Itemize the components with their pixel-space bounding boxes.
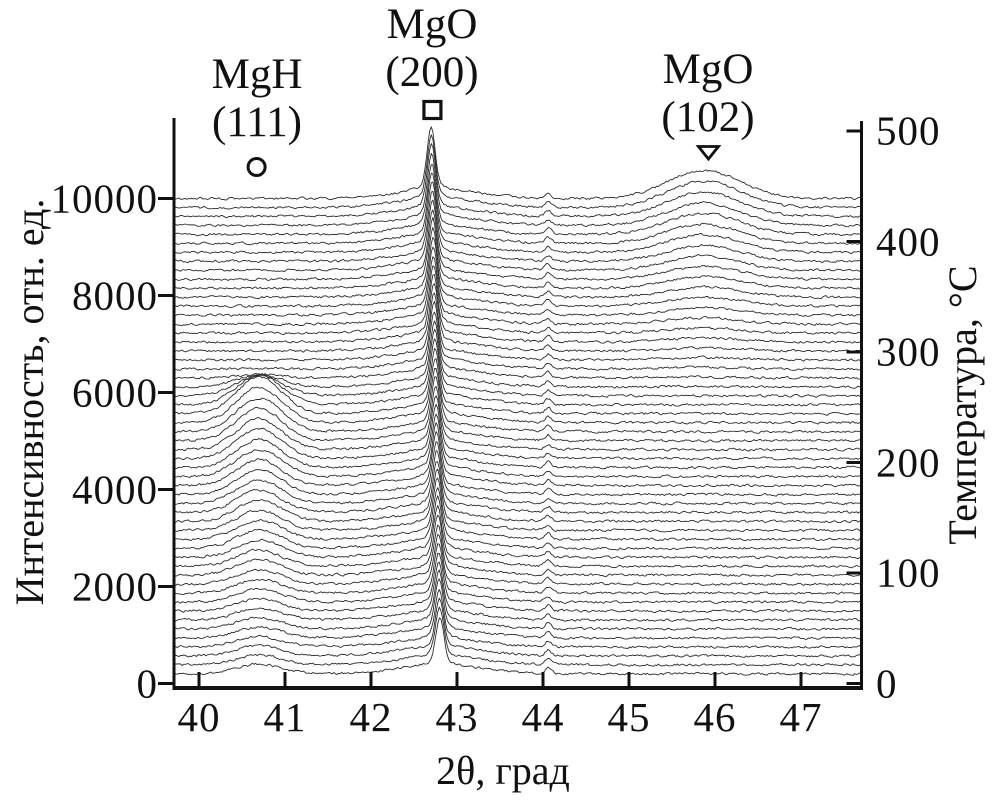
annotation-mgo-102: MgO (102) bbox=[661, 46, 755, 162]
x-axis-label: 2θ, град bbox=[436, 748, 570, 793]
scan-curve bbox=[173, 376, 862, 443]
scan-curve bbox=[174, 348, 862, 416]
scan-curve bbox=[173, 292, 862, 362]
scan-curve bbox=[173, 153, 862, 228]
scan-curve bbox=[173, 320, 862, 389]
scan-curve bbox=[173, 256, 862, 327]
scan-curve bbox=[173, 441, 862, 506]
scan-curve bbox=[173, 514, 862, 577]
scan-curve bbox=[173, 283, 862, 353]
scan-curve bbox=[173, 461, 862, 524]
scan-curve bbox=[174, 413, 862, 479]
annotation-hkl: (200) bbox=[385, 49, 479, 96]
scan-curve bbox=[174, 164, 862, 237]
triangle-down-marker-icon bbox=[695, 145, 721, 162]
annotation-hkl: (111) bbox=[212, 99, 302, 146]
two-theta-tick-label: 40 bbox=[177, 694, 221, 740]
scan-curve bbox=[174, 395, 862, 461]
scan-curve bbox=[173, 265, 862, 335]
scan-curve bbox=[173, 468, 862, 533]
temperature-tick-label: 200 bbox=[876, 439, 941, 485]
intensity-tick-label: 6000 bbox=[72, 369, 158, 415]
scan-curve bbox=[173, 172, 862, 246]
temperature-tick-label: 100 bbox=[876, 549, 941, 596]
scan-curve bbox=[174, 543, 862, 605]
scan-curve bbox=[173, 569, 862, 631]
temperature-tick-label: 300 bbox=[876, 328, 941, 375]
scan-curve bbox=[173, 216, 862, 290]
scan-curve bbox=[173, 134, 862, 210]
intensity-tick-label: 2000 bbox=[72, 563, 158, 609]
scan-curve bbox=[173, 300, 862, 371]
intensity-tick-label: 8000 bbox=[72, 272, 158, 318]
scan-curve bbox=[173, 236, 862, 308]
y-axis-label-intensity: Интенсивность, отн. ед. bbox=[7, 198, 52, 606]
temperature-tick-label: 400 bbox=[876, 218, 941, 264]
two-theta-tick-label: 43 bbox=[435, 694, 479, 740]
scan-curve bbox=[173, 495, 862, 560]
annotation-mgh-111: MgH (111) bbox=[211, 51, 303, 180]
annotation-mgo-200: MgO (200) bbox=[385, 1, 479, 123]
scan-curve bbox=[173, 311, 862, 380]
two-theta-tick-label: 47 bbox=[779, 694, 823, 740]
scan-curve bbox=[173, 422, 862, 488]
scan-curve bbox=[174, 274, 862, 344]
scan-curve bbox=[173, 505, 862, 569]
two-theta-tick-label: 45 bbox=[607, 694, 651, 740]
two-theta-tick-label: 46 bbox=[693, 694, 737, 740]
intensity-tick-label: 4000 bbox=[72, 466, 158, 512]
two-theta-tick-label: 41 bbox=[263, 694, 307, 740]
intensity-tick-label: 0 bbox=[136, 660, 158, 706]
annotation-phase-name: MgO bbox=[386, 1, 478, 48]
scan-curve bbox=[174, 199, 862, 273]
scan-curve bbox=[174, 477, 862, 542]
scan-curve bbox=[173, 209, 862, 282]
scan-curve bbox=[174, 367, 862, 434]
scan-curve bbox=[173, 227, 862, 300]
scan-curve bbox=[173, 606, 862, 667]
scan-curve bbox=[173, 617, 862, 676]
scan-curve bbox=[173, 181, 862, 255]
scan-curve bbox=[173, 487, 862, 551]
scan-curve bbox=[173, 246, 862, 317]
scan-curve bbox=[174, 597, 862, 658]
scan-curve bbox=[173, 403, 862, 470]
scan-curve bbox=[174, 431, 862, 497]
square-marker-icon bbox=[421, 99, 443, 121]
y-axis-label-temperature: Температура, °C bbox=[940, 265, 985, 545]
scan-curve bbox=[173, 589, 862, 649]
scan-curve bbox=[173, 552, 862, 613]
scan-curve bbox=[173, 338, 862, 407]
scan-curve bbox=[174, 358, 862, 425]
scan-curve bbox=[173, 143, 862, 219]
two-theta-tick-label: 44 bbox=[521, 694, 565, 740]
scan-curve bbox=[173, 190, 862, 264]
scan-curve bbox=[174, 126, 862, 201]
scan-curve bbox=[173, 578, 862, 640]
temperature-tick-label: 500 bbox=[876, 107, 941, 154]
annotation-phase-name: MgH bbox=[211, 51, 303, 98]
scan-curve bbox=[173, 385, 862, 452]
two-theta-tick-label: 42 bbox=[349, 694, 393, 740]
scan-curve bbox=[174, 561, 862, 622]
annotation-hkl: (102) bbox=[661, 94, 755, 141]
scan-curve bbox=[173, 328, 862, 398]
annotation-phase-name: MgO bbox=[662, 46, 754, 93]
intensity-tick-label: 10000 bbox=[50, 175, 158, 221]
scan-curve bbox=[173, 524, 862, 587]
circle-marker-icon bbox=[246, 157, 267, 177]
scan-curve bbox=[173, 533, 862, 596]
temperature-tick-label: 0 bbox=[876, 660, 898, 706]
scan-curve bbox=[174, 450, 862, 515]
